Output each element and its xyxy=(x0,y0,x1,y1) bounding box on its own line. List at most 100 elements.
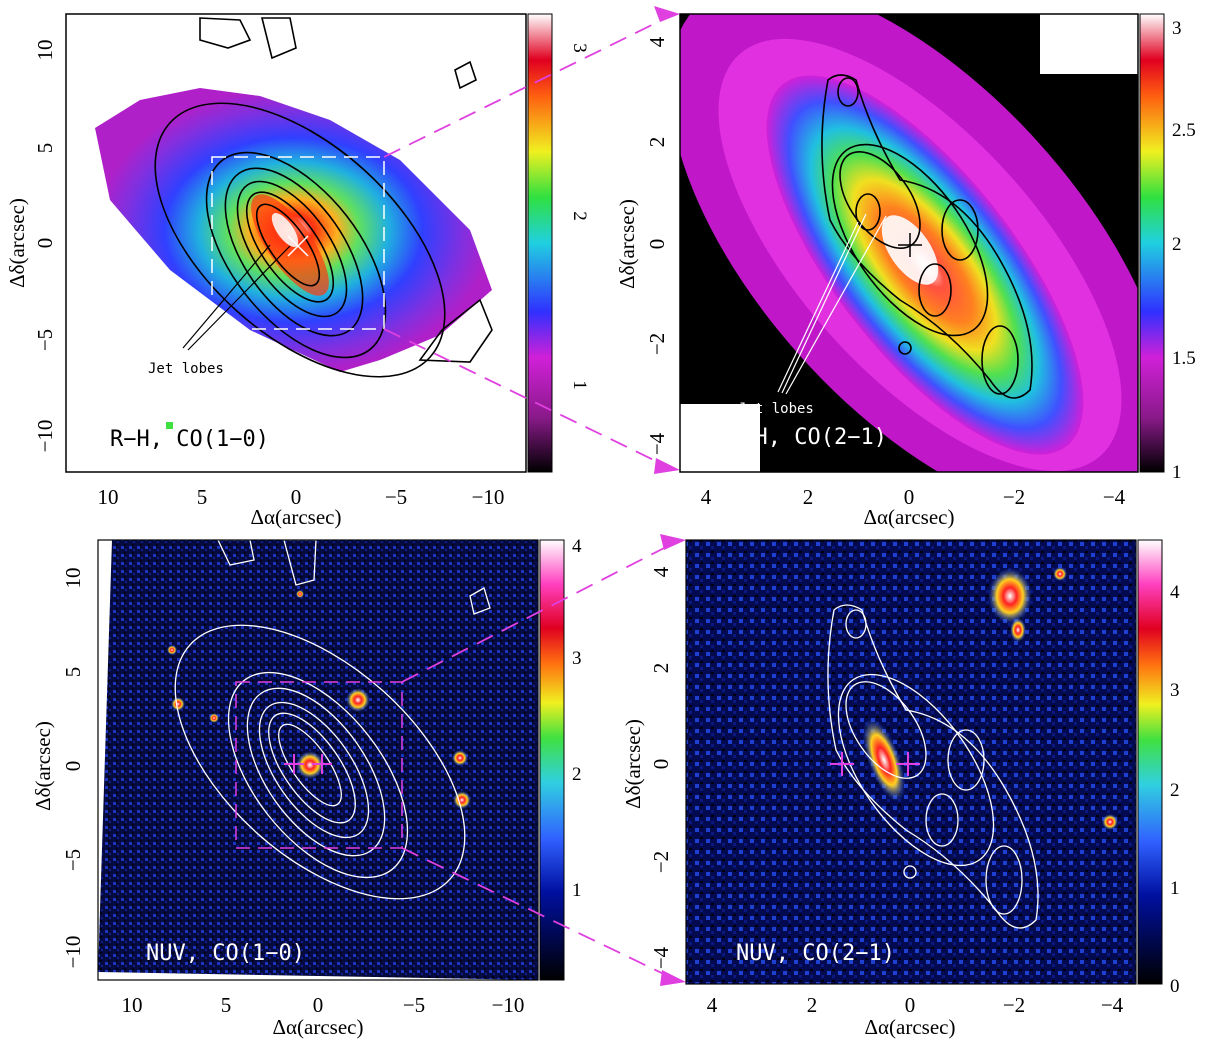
panel-bl-cb-tick-2: 2 xyxy=(572,764,582,785)
bottom-arrow-head-lower xyxy=(660,970,686,986)
panel-br-image xyxy=(686,540,1136,984)
panel-br-ylabel: Δδ(arcsec) xyxy=(621,719,645,809)
panel-tr-cb-tick-2: 2 xyxy=(1172,234,1182,255)
panel-br-cb-tick-4: 0 xyxy=(1170,976,1180,997)
panel-tr-contours xyxy=(821,74,1033,399)
panel-tl-ytick-3: −5 xyxy=(33,329,57,351)
panel-bl-xtick-0: 10 xyxy=(122,993,143,1017)
panel-tl-cb-tick-0: 3 xyxy=(569,43,590,53)
panel-tr-cb-tick-3: 1.5 xyxy=(1172,348,1196,369)
panel-tl-ylabel: Δδ(arcsec) xyxy=(5,198,29,288)
panel-tl-xtick-0: 10 xyxy=(98,485,119,509)
panel-top-right: Jet lobes R−H, CO(2−1) 4 2 0 −2 −4 Δα(ar… xyxy=(615,13,1196,529)
panel-tl-xtick-3: −5 xyxy=(385,485,407,509)
panel-br-label: NUV, CO(2−1) xyxy=(736,941,895,966)
panel-tl-center-cross xyxy=(287,235,309,257)
panel-tr-ytick-4: −4 xyxy=(645,432,669,455)
panel-bl-cb-tick-3: 1 xyxy=(572,880,582,901)
panel-br-xtick-1: 2 xyxy=(807,993,818,1017)
panel-tr-xtick-3: −2 xyxy=(1003,485,1025,509)
panel-tl-xtick-1: 5 xyxy=(197,485,208,509)
panel-br-xtick-0: 4 xyxy=(707,993,718,1017)
panel-br-yticks: 4 2 0 −2 −4 xyxy=(649,566,673,969)
panel-tl-jet-pointers xyxy=(182,244,291,351)
panel-tl-xlabel: Δα(arcsec) xyxy=(251,505,342,529)
panel-br-xtick-3: −2 xyxy=(1003,993,1025,1017)
panel-bl-contours xyxy=(174,540,491,900)
panel-tr-ytick-3: −2 xyxy=(645,333,669,355)
panel-bl-cb-tick-0: 4 xyxy=(572,536,582,557)
panel-tr-label: R−H, CO(2−1) xyxy=(728,425,887,450)
panel-bl-ylabel: Δδ(arcsec) xyxy=(31,721,55,811)
panel-bl-ytick-2: 0 xyxy=(61,761,85,772)
panel-tr-cb-tick-1: 2.5 xyxy=(1172,120,1196,141)
panel-tl-ytick-1: 5 xyxy=(33,143,57,154)
panel-tr-xtick-1: 2 xyxy=(803,485,814,509)
panel-bl-zoom-box xyxy=(235,681,403,849)
panel-bl-cb-tick-1: 3 xyxy=(572,648,582,669)
panel-bl-label: NUV, CO(1−0) xyxy=(146,941,305,966)
panel-br-xtick-2: 0 xyxy=(905,993,916,1017)
panel-bl-center-cross xyxy=(284,754,332,774)
panel-br-ytick-4: −4 xyxy=(649,946,673,969)
panel-tl-ytick-4: −10 xyxy=(33,420,57,453)
panel-bl-ytick-0: 10 xyxy=(61,568,85,589)
panel-tr-yticks: 4 2 0 −2 −4 xyxy=(645,36,669,455)
panel-bl-image xyxy=(98,540,538,980)
panel-tr-cb-tick-0: 3 xyxy=(1172,18,1182,39)
panel-tr-jet-label: Jet lobes xyxy=(738,401,814,417)
panel-tl-yticks: 10 5 0 −5 −10 xyxy=(33,40,57,453)
panel-tr-frame xyxy=(679,13,1139,473)
panel-br-cb-tick-0: 4 xyxy=(1170,582,1180,603)
panel-bl-xtick-1: 5 xyxy=(221,993,232,1017)
panel-tl-ytick-2: 0 xyxy=(33,238,57,249)
panel-tl-ytick-0: 10 xyxy=(33,40,57,61)
panel-bl-xtick-3: −5 xyxy=(403,993,425,1017)
panel-tl-label: R−H, CO(1−0) xyxy=(110,427,269,452)
panel-br-xtick-4: −4 xyxy=(1101,993,1124,1017)
panel-tr-ytick-2: 0 xyxy=(645,239,669,250)
panel-br-xlabel: Δα(arcsec) xyxy=(865,1015,956,1039)
panel-br-colorbar xyxy=(1137,539,1163,985)
top-arrow-head-upper xyxy=(654,6,680,22)
panel-bl-colorbar xyxy=(539,539,565,981)
panel-tl-jet-label: Jet lobes xyxy=(148,361,224,377)
top-arrow-head-lower xyxy=(654,458,680,474)
panel-bl-xtick-2: 0 xyxy=(313,993,324,1017)
panel-tr-xtick-4: −4 xyxy=(1103,485,1126,509)
panel-tr-xlabel: Δα(arcsec) xyxy=(864,505,955,529)
panel-bl-xticks: 10 5 0 −5 −10 xyxy=(122,993,525,1017)
panel-tr-xtick-0: 4 xyxy=(701,485,712,509)
panel-br-frame xyxy=(685,539,1137,985)
panel-tl-image xyxy=(95,17,493,429)
panel-bl-yticks: 10 5 0 −5 −10 xyxy=(61,568,85,969)
panel-tr-xtick-2: 0 xyxy=(904,485,915,509)
panel-tr-center-cross xyxy=(898,233,922,257)
panel-tl-cb-tick-2: 1 xyxy=(569,380,590,390)
panel-bl-frame xyxy=(97,539,539,981)
panel-tr-xticks: 4 2 0 −2 −4 xyxy=(701,485,1126,509)
panel-br-ytick-3: −2 xyxy=(649,851,673,873)
panel-br-xticks: 4 2 0 −2 −4 xyxy=(707,993,1124,1017)
panel-bl-xtick-4: −10 xyxy=(492,993,525,1017)
panel-tr-colorbar xyxy=(1139,13,1165,473)
panel-tl-xtick-2: 0 xyxy=(291,485,302,509)
panel-br-ytick-1: 2 xyxy=(649,663,673,674)
panel-bl-ytick-1: 5 xyxy=(61,667,85,678)
panel-br-ytick-2: 0 xyxy=(649,759,673,770)
panel-tl-xtick-4: −10 xyxy=(472,485,505,509)
panel-br-cb-tick-3: 1 xyxy=(1170,878,1180,899)
panel-tr-ytick-0: 4 xyxy=(645,36,669,47)
panel-tr-ylabel: Δδ(arcsec) xyxy=(615,199,639,289)
panel-tr-ytick-1: 2 xyxy=(645,137,669,148)
panel-br-cb-tick-1: 3 xyxy=(1170,680,1180,701)
panel-bl-ytick-3: −5 xyxy=(61,849,85,871)
bottom-zoom-connectors xyxy=(401,543,673,979)
panel-bottom-right: NUV, CO(2−1) 4 2 0 −2 −4 Δα(arcsec) 4 2 … xyxy=(621,539,1180,1039)
top-zoom-connectors xyxy=(383,17,667,467)
panel-br-center-cross xyxy=(830,752,920,776)
panel-top-left: Jet lobes R−H, CO(1−0) 10 5 0 −5 −10 Δα(… xyxy=(5,13,590,529)
panel-tl-xticks: 10 5 0 −5 −10 xyxy=(98,485,505,509)
panel-tl-frame xyxy=(65,13,527,473)
